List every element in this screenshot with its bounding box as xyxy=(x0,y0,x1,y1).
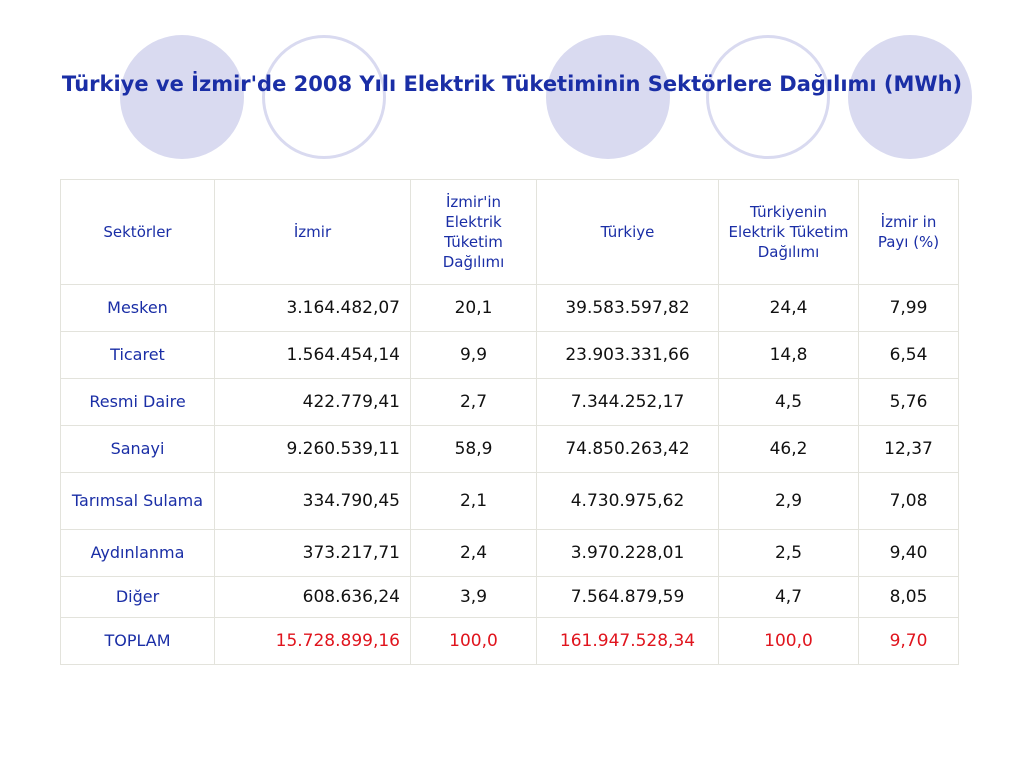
izmir-share-cell: 2,4 xyxy=(410,529,537,577)
table-row: Tarımsal Sulama 334.790,45 2,1 4.730.975… xyxy=(60,472,959,530)
turkiye-share-cell: 4,5 xyxy=(718,378,859,426)
turkiye-value-cell: 4.730.975,62 xyxy=(536,472,719,530)
table-row: Diğer 608.636,24 3,9 7.564.879,59 4,7 8,… xyxy=(60,576,959,618)
turkiye-share-cell: 14,8 xyxy=(718,331,859,379)
column-header-izmir-payi: İzmir in Payı (%) xyxy=(858,179,959,285)
izmir-pay-cell: 9,40 xyxy=(858,529,959,577)
column-header-izmir-dagilim: İzmir'in Elektrik Tüketim Dağılımı xyxy=(410,179,537,285)
izmir-value-cell: 1.564.454,14 xyxy=(214,331,411,379)
izmir-value-cell: 9.260.539,11 xyxy=(214,425,411,473)
izmir-value-cell: 373.217,71 xyxy=(214,529,411,577)
column-header-turkiye-dagilim: Türkiyenin Elektrik Tüketim Dağılımı xyxy=(718,179,859,285)
izmir-share-cell: 20,1 xyxy=(410,284,537,332)
sector-cell: Aydınlanma xyxy=(60,529,215,577)
turkiye-value-cell: 39.583.597,82 xyxy=(536,284,719,332)
izmir-share-cell: 58,9 xyxy=(410,425,537,473)
table-row: Aydınlanma 373.217,71 2,4 3.970.228,01 2… xyxy=(60,529,959,577)
turkiye-share-cell: 46,2 xyxy=(718,425,859,473)
izmir-value-cell: 3.164.482,07 xyxy=(214,284,411,332)
izmir-pay-cell: 7,08 xyxy=(858,472,959,530)
sector-cell: TOPLAM xyxy=(60,617,215,665)
sector-cell: Tarımsal Sulama xyxy=(60,472,215,530)
decor-circle xyxy=(262,35,386,159)
column-header-sektorler: Sektörler xyxy=(60,179,215,285)
table-row: Resmi Daire 422.779,41 2,7 7.344.252,17 … xyxy=(60,378,959,426)
column-header-izmir: İzmir xyxy=(214,179,411,285)
slide-title: Türkiye ve İzmir'de 2008 Yılı Elektrik T… xyxy=(61,72,963,96)
izmir-value-cell: 15.728.899,16 xyxy=(214,617,411,665)
turkiye-value-cell: 7.344.252,17 xyxy=(536,378,719,426)
turkiye-value-cell: 3.970.228,01 xyxy=(536,529,719,577)
decor-circle xyxy=(848,35,972,159)
decor-circle xyxy=(120,35,244,159)
izmir-value-cell: 334.790,45 xyxy=(214,472,411,530)
turkiye-share-cell: 100,0 xyxy=(718,617,859,665)
sector-cell: Ticaret xyxy=(60,331,215,379)
izmir-pay-cell: 7,99 xyxy=(858,284,959,332)
izmir-share-cell: 2,1 xyxy=(410,472,537,530)
sector-cell: Resmi Daire xyxy=(60,378,215,426)
turkiye-share-cell: 2,5 xyxy=(718,529,859,577)
column-header-turkiye: Türkiye xyxy=(536,179,719,285)
sector-cell: Diğer xyxy=(60,576,215,618)
turkiye-value-cell: 7.564.879,59 xyxy=(536,576,719,618)
izmir-share-cell: 9,9 xyxy=(410,331,537,379)
izmir-pay-cell: 6,54 xyxy=(858,331,959,379)
table-row: Ticaret 1.564.454,14 9,9 23.903.331,66 1… xyxy=(60,331,959,379)
turkiye-share-cell: 4,7 xyxy=(718,576,859,618)
table-total-row: TOPLAM 15.728.899,16 100,0 161.947.528,3… xyxy=(60,617,959,665)
turkiye-value-cell: 74.850.263,42 xyxy=(536,425,719,473)
izmir-pay-cell: 5,76 xyxy=(858,378,959,426)
table-header-row: Sektörler İzmir İzmir'in Elektrik Tüketi… xyxy=(60,179,959,285)
izmir-share-cell: 3,9 xyxy=(410,576,537,618)
izmir-share-cell: 100,0 xyxy=(410,617,537,665)
decor-circle xyxy=(706,35,830,159)
sector-cell: Mesken xyxy=(60,284,215,332)
table-row: Mesken 3.164.482,07 20,1 39.583.597,82 2… xyxy=(60,284,959,332)
turkiye-value-cell: 23.903.331,66 xyxy=(536,331,719,379)
izmir-pay-cell: 9,70 xyxy=(858,617,959,665)
decor-circle xyxy=(546,35,670,159)
electricity-consumption-table: Sektörler İzmir İzmir'in Elektrik Tüketi… xyxy=(60,179,959,665)
izmir-share-cell: 2,7 xyxy=(410,378,537,426)
turkiye-value-cell: 161.947.528,34 xyxy=(536,617,719,665)
izmir-pay-cell: 12,37 xyxy=(858,425,959,473)
turkiye-share-cell: 2,9 xyxy=(718,472,859,530)
table-row: Sanayi 9.260.539,11 58,9 74.850.263,42 4… xyxy=(60,425,959,473)
sector-cell: Sanayi xyxy=(60,425,215,473)
turkiye-share-cell: 24,4 xyxy=(718,284,859,332)
izmir-pay-cell: 8,05 xyxy=(858,576,959,618)
izmir-value-cell: 422.779,41 xyxy=(214,378,411,426)
izmir-value-cell: 608.636,24 xyxy=(214,576,411,618)
